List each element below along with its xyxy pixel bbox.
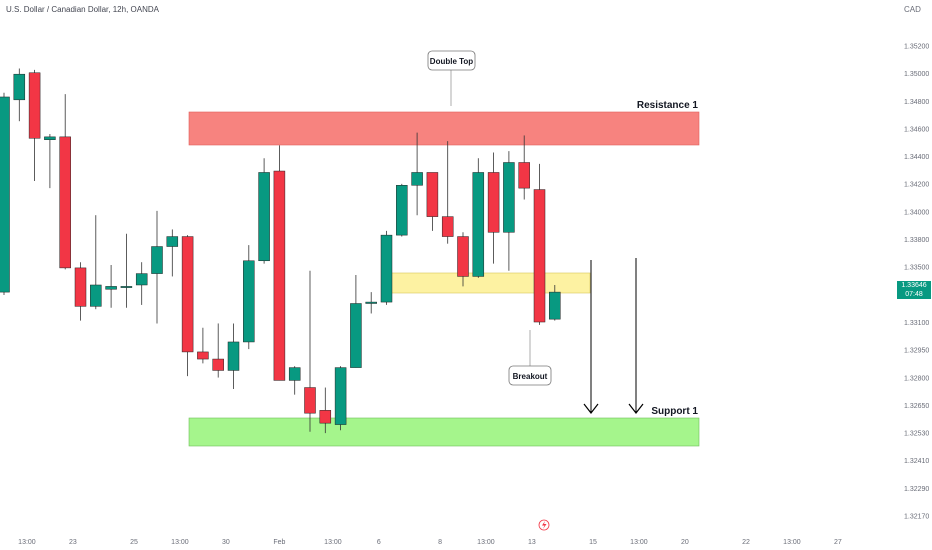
bearish-candle[interactable]	[518, 162, 530, 189]
price-tick-label: 1.34400	[904, 154, 929, 161]
bullish-candle[interactable]	[365, 301, 377, 304]
price-tick-label: 1.32650	[904, 403, 929, 410]
bearish-candle[interactable]	[197, 351, 209, 360]
breakout-zone[interactable]	[389, 272, 591, 294]
projection-arrow-head	[628, 403, 644, 414]
time-tick-label: 13:00	[477, 539, 495, 546]
price-tick-label: 1.33100	[904, 320, 929, 327]
bearish-candle[interactable]	[319, 410, 332, 424]
currency-label: CAD	[904, 5, 921, 14]
resistance-label: Resistance 1	[637, 100, 699, 111]
time-tick-label: 23	[69, 539, 77, 546]
bullish-candle[interactable]	[380, 234, 393, 303]
bullish-candle[interactable]	[135, 273, 148, 286]
drawing-zones	[188, 111, 700, 447]
time-tick-label: 22	[742, 539, 750, 546]
bearish-candle[interactable]	[59, 136, 71, 269]
bullish-candle[interactable]	[549, 291, 561, 320]
time-tick-label: 13:00	[18, 539, 36, 546]
breakout-callout[interactable]	[508, 365, 552, 386]
price-tick-label: 1.32950	[904, 348, 929, 355]
support-label: Support 1	[651, 406, 698, 417]
bearish-candle[interactable]	[74, 267, 87, 307]
price-tick-label: 1.33800	[904, 237, 929, 244]
time-tick-label: 13:00	[630, 539, 648, 546]
last-price-badge: 1.33646 07:48	[897, 281, 931, 299]
price-tick-label: 1.34600	[904, 126, 929, 133]
time-tick-label: 13:00	[324, 539, 342, 546]
time-tick-label: 13:00	[783, 539, 801, 546]
bullish-candle[interactable]	[120, 286, 133, 288]
bullish-candle[interactable]	[44, 136, 56, 140]
bullish-candle[interactable]	[243, 260, 255, 343]
price-tick-label: 1.32800	[904, 375, 929, 382]
bullish-candle[interactable]	[258, 172, 270, 262]
candles	[0, 68, 561, 434]
bullish-candle[interactable]	[350, 303, 362, 368]
price-tick-label: 1.35200	[904, 44, 929, 51]
price-tick-label: 1.32290	[904, 486, 929, 493]
projection-arrow-head	[583, 403, 599, 414]
bearish-candle[interactable]	[212, 358, 224, 371]
bearish-candle[interactable]	[304, 387, 316, 414]
breakout-label: Breakout	[513, 372, 548, 381]
resistance-zone[interactable]	[188, 111, 700, 146]
double-top-callout[interactable]	[427, 50, 476, 71]
price-tick-label: 1.33500	[904, 265, 929, 272]
bullish-candle[interactable]	[13, 73, 26, 101]
bullish-candle[interactable]	[503, 162, 515, 233]
bullish-candle[interactable]	[90, 284, 102, 307]
time-tick-label: 30	[222, 539, 230, 546]
bearish-candle[interactable]	[181, 236, 194, 353]
time-tick-label: 20	[681, 539, 689, 546]
bullish-candle[interactable]	[0, 96, 10, 293]
price-tick-label: 1.35000	[904, 71, 929, 78]
price-tick-label: 1.32530	[904, 431, 929, 438]
projection-arrows	[583, 258, 644, 414]
bearish-candle[interactable]	[273, 170, 286, 381]
annotation-labels: Resistance 1 Support 1 Double Top Breako…	[427, 50, 699, 417]
price-tick-label: 1.34800	[904, 99, 929, 106]
bearish-candle[interactable]	[457, 236, 469, 277]
price-tick-label: 1.32410	[904, 458, 929, 465]
bullish-candle[interactable]	[396, 185, 408, 236]
bullish-candle[interactable]	[166, 236, 179, 247]
time-axis[interactable]: 13:00 23 25 13:00 30 Feb 13:00 6 8 13:00 13 15 13:00…	[18, 539, 842, 546]
bullish-candle[interactable]	[105, 286, 117, 290]
last-price: 1.33646	[901, 282, 927, 289]
time-tick-label: 13:00	[171, 539, 189, 546]
bullish-candle[interactable]	[334, 367, 347, 425]
double-top-label: Double Top	[430, 57, 474, 66]
lightning-icon[interactable]	[538, 519, 550, 531]
bullish-candle[interactable]	[288, 367, 301, 381]
time-tick-label: 27	[834, 539, 842, 546]
time-tick-label: 13	[528, 539, 536, 546]
support-zone[interactable]	[188, 417, 700, 447]
bullish-candle[interactable]	[151, 246, 163, 274]
bearish-candle[interactable]	[487, 172, 500, 233]
price-tick-label: 1.34000	[904, 209, 929, 216]
bearish-candle[interactable]	[28, 72, 41, 139]
bearish-candle[interactable]	[441, 216, 454, 237]
time-tick-label: Feb	[273, 539, 285, 546]
bearish-candle[interactable]	[533, 189, 546, 323]
bearish-candle[interactable]	[426, 172, 439, 217]
time-tick-label: 8	[438, 539, 442, 546]
symbol-title[interactable]: U.S. Dollar / Canadian Dollar, 12h, OAND…	[6, 5, 159, 14]
price-tick-label: 1.32170	[904, 514, 929, 521]
price-tick-label: 1.34200	[904, 182, 929, 189]
time-tick-label: 6	[377, 539, 381, 546]
bullish-candle[interactable]	[472, 172, 485, 277]
bullish-candle[interactable]	[411, 172, 423, 186]
time-tick-label: 15	[589, 539, 597, 546]
time-tick-label: 25	[130, 539, 138, 546]
bullish-candle[interactable]	[227, 341, 240, 371]
bar-countdown: 07:48	[905, 291, 923, 298]
